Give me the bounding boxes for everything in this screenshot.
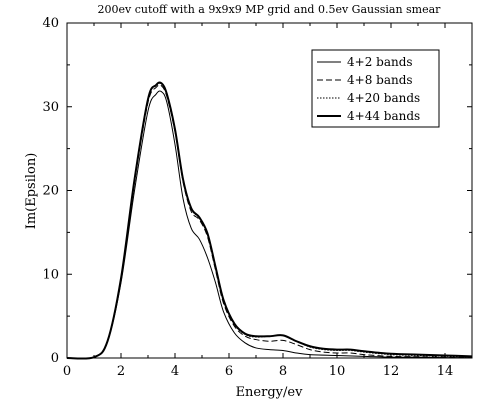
x-axis-label: Energy/ev (236, 385, 304, 400)
x-tick-label: 6 (225, 364, 233, 379)
legend-label-4: 4+44 bands (347, 109, 420, 123)
legend-box (311, 49, 440, 128)
y-tick-label: 0 (51, 351, 59, 366)
legend-label-2: 4+8 bands (347, 73, 413, 87)
x-tick-label: 0 (63, 364, 71, 379)
y-tick-label: 40 (42, 16, 59, 31)
x-tick-label: 4 (171, 364, 179, 379)
x-tick-label: 10 (329, 364, 346, 379)
axes: 0 2 4 6 8 10 12 14 0 10 20 30 40 (42, 16, 473, 379)
legend: 4+2 bands 4+8 bands 4+20 bands 4+44 bands (311, 49, 440, 128)
y-tick-label: 20 (42, 184, 59, 199)
x-tick-label: 2 (117, 364, 125, 379)
series-line-1 (66, 90, 473, 360)
x-tick-label: 12 (383, 364, 400, 379)
series-layer (66, 81, 473, 360)
chart-title: 200ev cutoff with a 9x9x9 MP grid and 0.… (98, 3, 442, 16)
y-axis-label: Im(Epsilon) (24, 153, 39, 230)
x-tick-label: 8 (279, 364, 287, 379)
legend-label-3: 4+20 bands (347, 91, 420, 105)
y-tick-label: 30 (42, 100, 59, 115)
x-tick-label: 14 (437, 364, 454, 379)
y-tick-label: 10 (42, 267, 59, 282)
series-line-4 (66, 81, 473, 360)
legend-label-1: 4+2 bands (347, 55, 413, 69)
